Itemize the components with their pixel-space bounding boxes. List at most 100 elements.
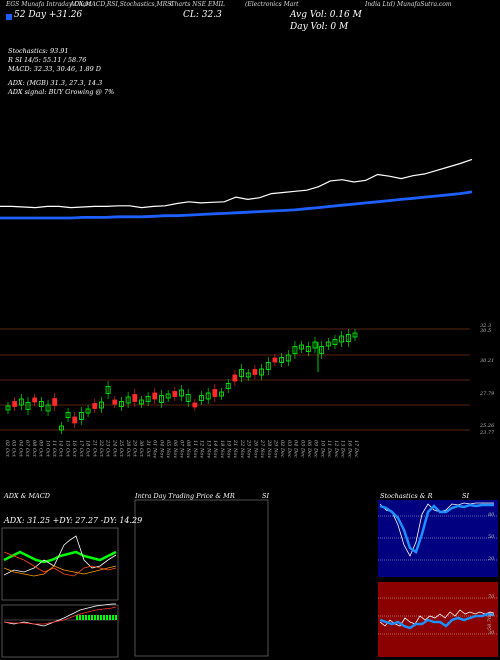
date-tick: 29 Nov [272,439,278,458]
date-tick: 28 Nov [266,439,272,458]
legend-square-icon [6,14,12,20]
candle-body [319,346,325,354]
candle-body [38,401,44,407]
candle-body [179,389,184,397]
candle-body [232,374,238,382]
intraday-title-suffix: SI [262,492,270,500]
stoch-tick-80: 80 [488,512,495,518]
candle-body [352,332,358,338]
rsi-value-label: 58.76 [487,615,494,631]
avg-vol-label: Avg Vol: 0.16 M [290,10,362,20]
candle-body [119,401,124,407]
candle-body [212,389,218,397]
stoch-tick-50: 50 [488,534,495,540]
candle-body [18,398,24,406]
macd-hist-bar [88,615,90,620]
date-tick: 03 Dec [286,440,292,458]
candle-body [5,405,11,411]
rsi-panel-bg [378,582,498,657]
date-tick: 22 Nov [239,439,245,458]
date-tick: 17 Oct [78,440,84,458]
candle-body [85,408,91,414]
date-tick: 12 Dec [333,440,339,458]
macd-hist-bar [109,615,111,620]
candle-body [312,341,318,349]
date-tick: 25 Nov [246,439,252,458]
macd-hist-bar [106,615,108,620]
adx-macd-title: ADX & MACD [4,492,50,500]
date-tick: 13 Nov [205,440,211,458]
macd-white-line [3,603,116,627]
date-tick: 19 Nov [225,440,231,458]
close-label: CL: 32.3 [183,10,222,20]
macd-panel-frame [1,604,119,658]
stoch-white-line [379,502,494,557]
candle-body [292,346,298,354]
candle-body [45,404,51,412]
candle-body [339,335,345,343]
ma-line [0,190,473,220]
date-tick: 16 Oct [71,440,77,458]
candle-body [58,425,64,431]
candle-body [259,368,264,376]
date-tick: 26 Nov [252,439,258,458]
header-col4: (Electronics Mart [245,1,299,8]
date-tick: 13 Dec [340,440,346,458]
adx-orange-line [3,565,117,577]
candle-body [285,354,291,362]
stoch-blue-line [379,503,494,554]
candle-body [125,396,131,404]
date-tick: 27 Nov [259,439,265,458]
candle-body [52,398,58,406]
candle-body [139,399,144,405]
intraday-title: Intra Day Trading Price & MR [135,492,235,500]
macd-hist-bar [91,615,93,620]
macd-hist-bar [85,615,87,620]
candle-body [305,346,311,352]
header-col2: ADX,MACD,RSI,Stochastics,MRSI [70,1,174,8]
macd-hist-bar [115,615,117,620]
stoch-panel-bg [378,500,498,577]
date-tick: 10 Dec [319,440,325,458]
candle-body [272,357,278,363]
candle-body [105,386,111,394]
date-tick: 04 Nov [158,440,164,458]
candle-body [159,395,164,403]
macd-red-line [3,606,117,625]
candle-body [145,396,151,402]
candle-body [132,394,138,402]
date-tick: 23 Oct [105,439,111,458]
candle-body [345,334,351,342]
date-tick: 09 Oct [38,440,44,458]
date-tick: 17 Dec [353,440,359,458]
macd-hist-bar [112,615,114,620]
candle-body [92,403,98,409]
date-tick: 06 Nov [172,440,178,458]
candle-body [265,362,271,370]
date-tick: 06 Dec [306,440,312,458]
date-tick: 10 Oct [44,440,50,458]
candle-body [72,416,78,424]
date-tick: 12 Nov [199,440,205,458]
day-vol-label: Day Vol: 0 M [290,22,349,32]
price-tick-6: 23.77 [479,430,495,436]
date-tick: 03 Oct [11,440,17,458]
price-tick-3: 30.21 [480,358,494,364]
candle-body [299,344,305,350]
candle-body [152,392,158,400]
date-tick: 30 Oct [138,440,144,458]
date-tick: 09 Dec [313,440,319,458]
date-tick: 16 Dec [346,440,352,458]
date-tick: 21 Oct [91,439,97,458]
date-tick: 04 Dec [293,440,299,458]
candle-body [79,412,84,420]
date-tick: 29 Oct [132,439,138,458]
macd-hist-bar [79,615,81,620]
date-tick: 02 Dec [279,440,285,458]
candle-body [225,383,231,389]
date-tick: 11 Oct [51,440,57,458]
date-tick: 22 Oct [98,439,104,458]
candle-body [332,339,338,345]
adx-panel-frame [1,527,119,601]
candle-body [199,395,204,401]
